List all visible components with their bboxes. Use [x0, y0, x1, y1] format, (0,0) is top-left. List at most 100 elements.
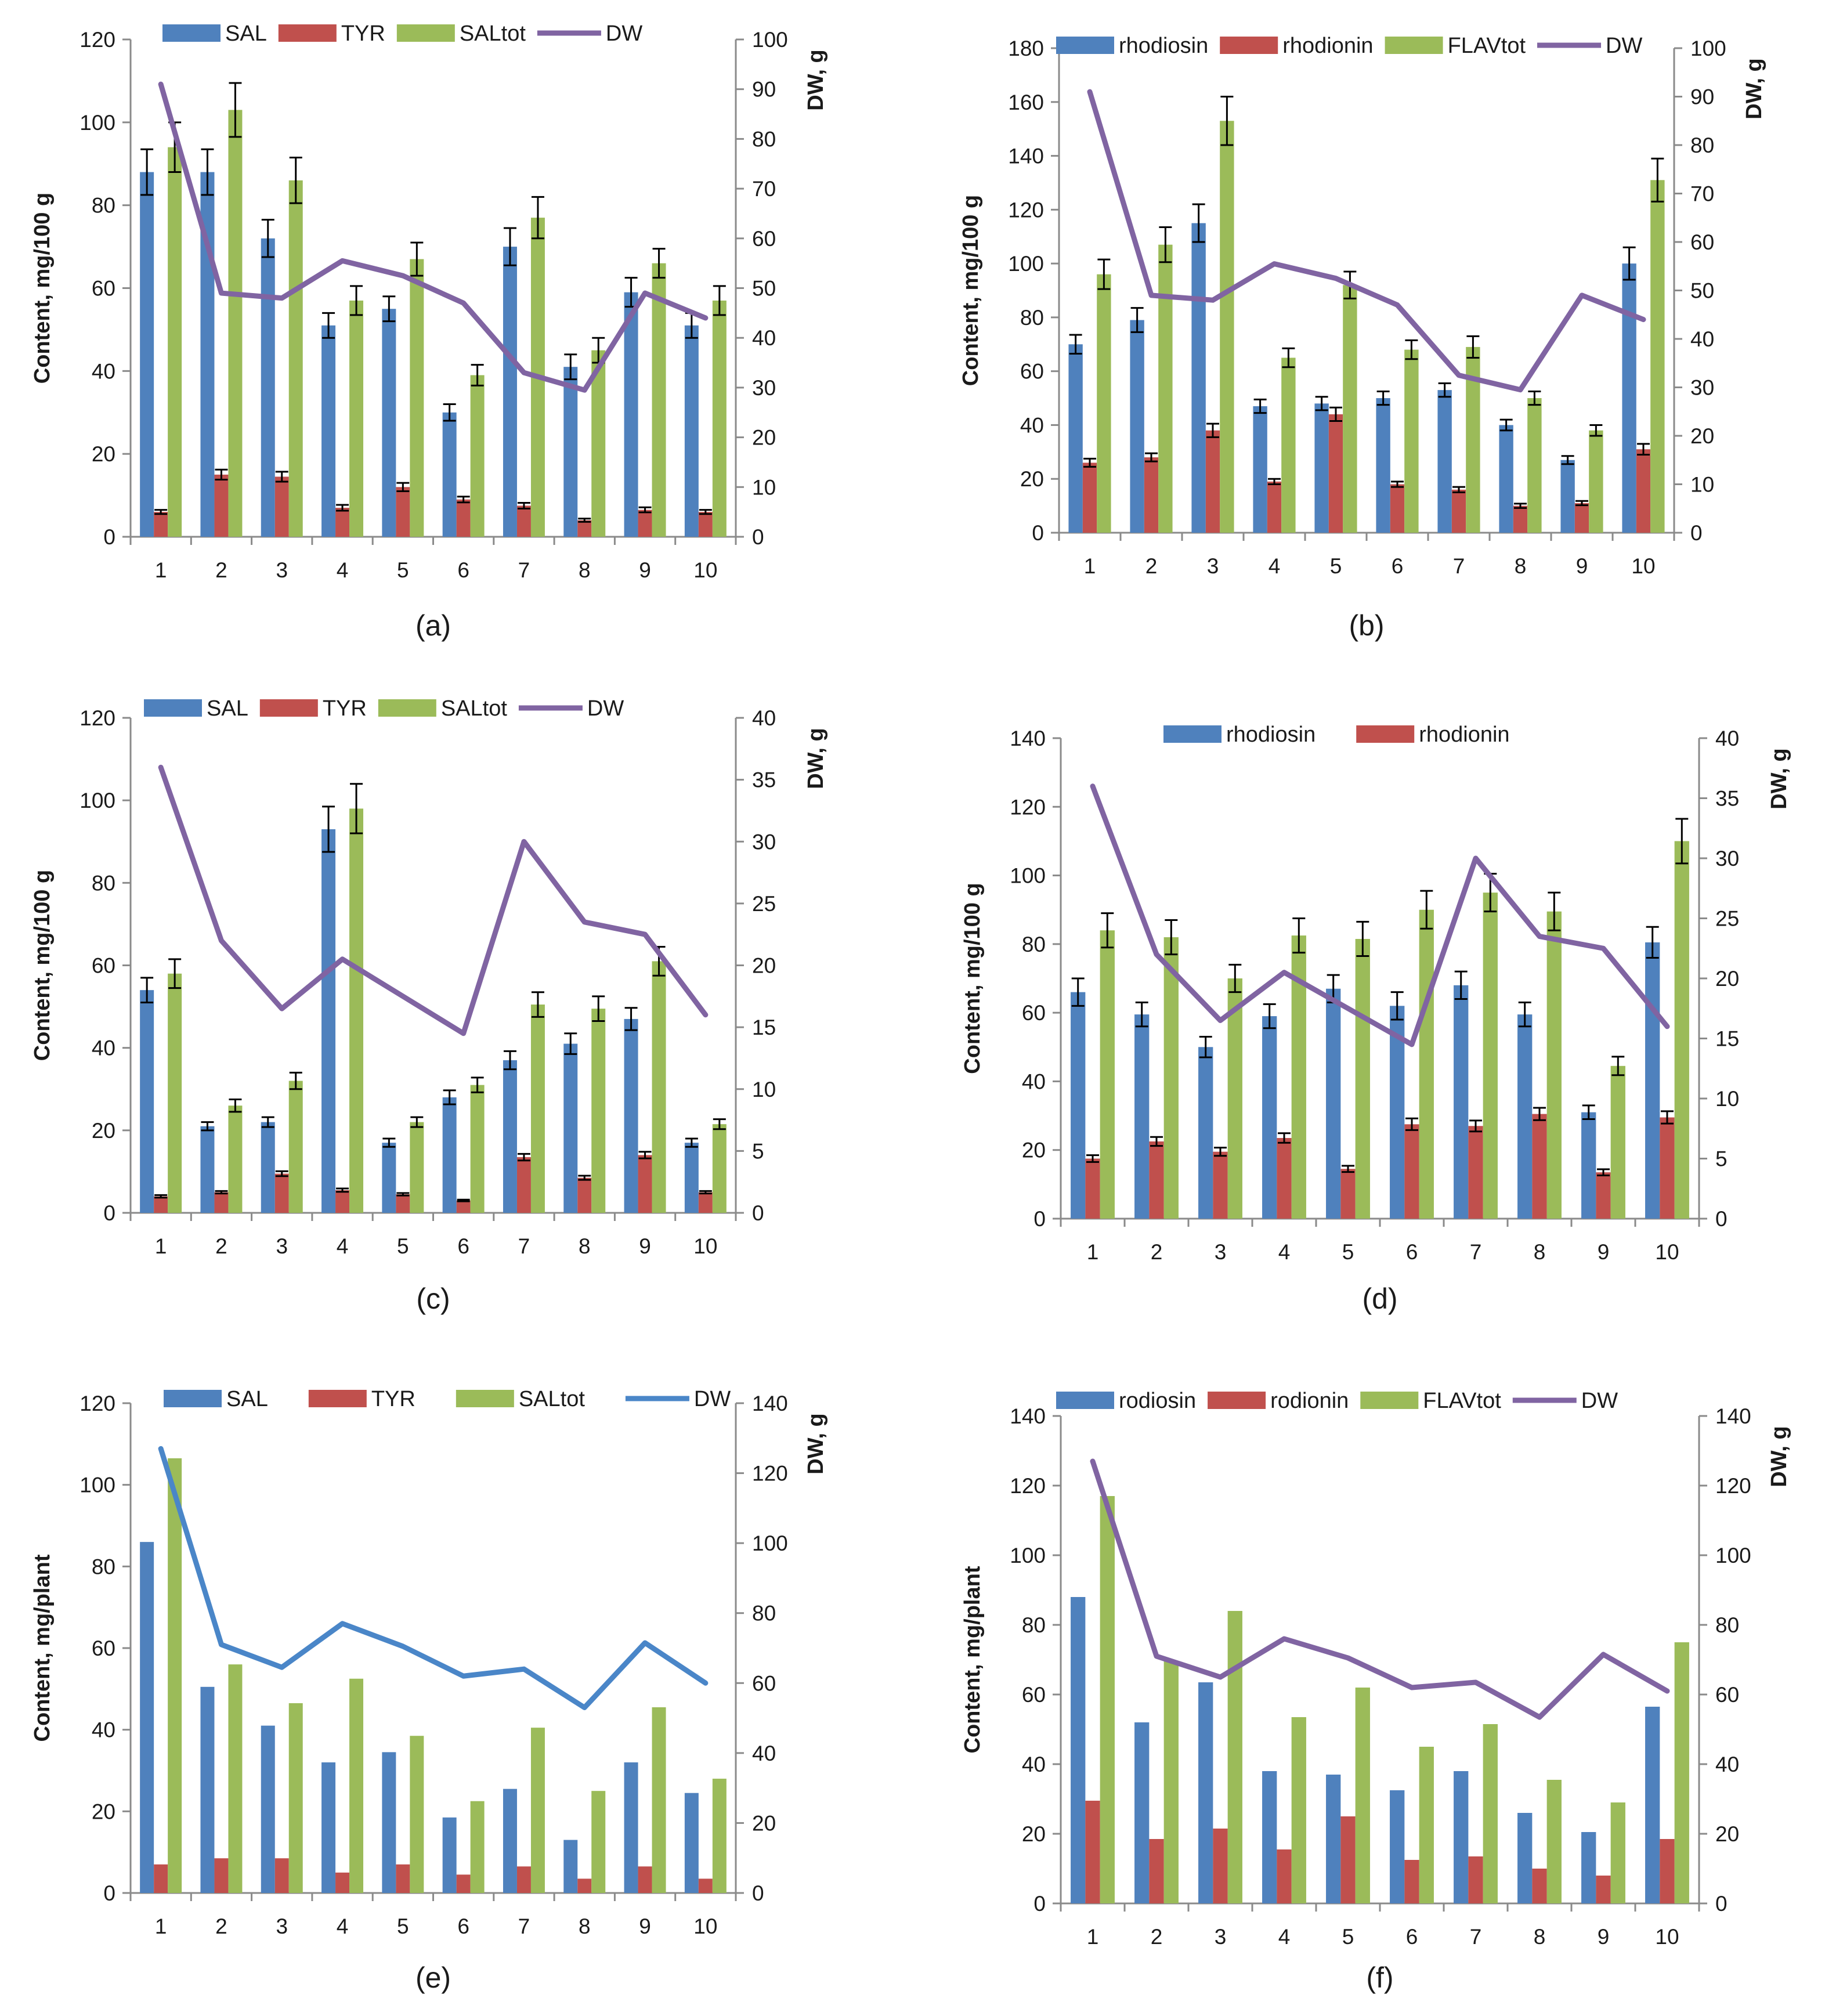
bar-rhodionin-8: [1513, 505, 1528, 533]
y-tick-label: 140: [1010, 1404, 1046, 1428]
bar-SALtot-5: [410, 1122, 424, 1213]
y2-tick-label: 20: [752, 426, 776, 450]
x-tick-label: 3: [276, 1914, 288, 1938]
bar-SALtot-3: [288, 180, 303, 537]
bar-FLAVtot-7: [1483, 1724, 1498, 1903]
y-tick-label: 120: [1010, 1474, 1046, 1498]
y-tick-label: 140: [1010, 727, 1046, 750]
y2-axis-title: DW, g: [804, 49, 828, 111]
bar-rodionin-5: [1340, 1816, 1356, 1903]
error-bar-rhodiosin-3: [1192, 203, 1205, 243]
y-axis-title: Content, mg/plant: [960, 1566, 985, 1753]
error-bar-rhodionin-8: [1533, 1107, 1546, 1121]
legend-swatch-TYR: [308, 1390, 367, 1407]
legend-swatch-SALtot: [396, 24, 455, 42]
y-tick-label: 20: [1022, 1139, 1046, 1162]
y2-tick-label: 0: [1690, 521, 1703, 545]
bar-rhodiosin-4: [1262, 1016, 1277, 1219]
chart-panel-3: 0 20 40 60 80 100 120 0 5 10 15 20 25 30 35 40 1 2 3 4 5 6 7 8 9…: [30, 696, 828, 1315]
bar-rodiosin-5: [1326, 1775, 1341, 1903]
y-tick-label: 0: [1033, 1892, 1046, 1916]
bar-TYR-10: [698, 1192, 713, 1213]
bar-SALtot-4: [349, 1678, 364, 1893]
x-tick-label: 2: [1151, 1240, 1163, 1264]
y-tick-label: 60: [1022, 1683, 1046, 1707]
x-tick-label: 6: [1406, 1240, 1418, 1264]
legend-label-TYR: TYR: [371, 1387, 415, 1411]
bar-SAL-4: [321, 1762, 336, 1893]
error-bar-FLAVtot-4: [1282, 347, 1295, 368]
y2-tick-label: 20: [1715, 967, 1739, 991]
bar-SALtot-6: [470, 375, 485, 537]
bar-TYR-4: [335, 1190, 350, 1213]
y-axis-title: Content, mg/100 g: [959, 195, 983, 386]
bar-rhodionin-3: [1205, 430, 1220, 533]
error-bar-SALtot-6: [471, 364, 484, 386]
bar-TYR-3: [274, 1173, 289, 1213]
bar-SALtot-5: [410, 1736, 424, 1893]
bar-TYR-1: [154, 1864, 168, 1893]
bar-SALtot-5: [410, 259, 424, 537]
x-tick-label: 1: [1087, 1925, 1099, 1949]
bar-SAL-6: [442, 1097, 457, 1213]
bar-rodionin-7: [1468, 1856, 1483, 1903]
bar-TYR-5: [396, 487, 410, 537]
bar-rhodionin-1: [1085, 1158, 1100, 1219]
bar-SAL-5: [382, 1752, 396, 1893]
bar-FLAVtot-4: [1291, 1717, 1306, 1903]
y-tick-label: 20: [92, 1119, 115, 1143]
bar-TYR-9: [638, 1155, 652, 1213]
bar-FLAVtot-9: [1589, 430, 1603, 533]
legend-swatch-SAL: [164, 1390, 222, 1407]
chart-panel-6: 0 20 40 60 80 100 120 140 0 20 40 60 80 100 120 140 1 2 3 4…: [960, 1389, 1791, 1994]
y2-tick-label: 40: [1715, 727, 1739, 750]
bar-rhodiosin-7: [1437, 390, 1452, 533]
error-bar-rhodionin-5: [1329, 406, 1342, 422]
error-bar-rhodionin-6: [1391, 480, 1404, 488]
y-tick-label: 80: [92, 871, 115, 895]
bar-SAL-9: [624, 292, 638, 537]
x-tick-label: 1: [1087, 1240, 1099, 1264]
y2-tick-label: 40: [752, 326, 776, 350]
bar-rhodionin-6: [1404, 1124, 1419, 1219]
y2-tick-label: 20: [1690, 424, 1714, 448]
x-tick-label: 3: [1215, 1240, 1227, 1264]
legend-label-TYR: TYR: [323, 696, 367, 721]
y2-tick-label: 100: [1690, 37, 1726, 60]
error-bar-SAL-2: [201, 148, 214, 196]
error-bar-SALtot-6: [471, 1076, 484, 1093]
error-bar-SAL-1: [140, 148, 154, 196]
legend-swatch-FLAVtot: [1385, 37, 1443, 54]
y-tick-label: 0: [103, 1881, 115, 1905]
error-bar-TYR-3: [275, 471, 288, 483]
error-bar-TYR-10: [699, 509, 712, 515]
y-tick-label: 140: [1008, 144, 1044, 168]
bar-rhodiosin-1: [1071, 992, 1086, 1219]
error-bar-FLAVtot-8: [1528, 390, 1541, 406]
y2-axis-title: DW, g: [1742, 58, 1766, 120]
bar-SALtot-4: [349, 808, 364, 1213]
bar-rodiosin-7: [1454, 1771, 1469, 1903]
y2-tick-label: 30: [752, 376, 776, 400]
y2-tick-label: 90: [1690, 85, 1714, 109]
error-bar-SALtot-2: [229, 1099, 242, 1113]
bar-FLAVtot-8: [1546, 911, 1562, 1219]
bar-FLAVtot-2: [1163, 1661, 1179, 1903]
error-bar-SALtot-7: [531, 196, 544, 240]
error-bar-SALtot-3: [289, 1071, 302, 1090]
legend-label-rhodionin: rhodionin: [1282, 34, 1373, 58]
bar-SALtot-2: [228, 1105, 243, 1213]
y-tick-label: 20: [1020, 467, 1044, 491]
error-bar-SALtot-10: [713, 1118, 726, 1130]
error-bar-FLAVtot-10: [1651, 157, 1664, 203]
bar-rhodiosin-8: [1499, 425, 1513, 533]
error-bar-rhodiosin-6: [1390, 991, 1404, 1021]
bar-SAL-10: [684, 1143, 699, 1213]
y-tick-label: 80: [1022, 933, 1046, 956]
legend-label-rodiosin: rodiosin: [1119, 1389, 1196, 1413]
error-bar-FLAVtot-7: [1466, 335, 1480, 359]
error-bar-rhodionin-8: [1514, 503, 1527, 509]
error-bar-SAL-1: [140, 977, 154, 1003]
bar-FLAVtot-9: [1610, 1065, 1625, 1219]
